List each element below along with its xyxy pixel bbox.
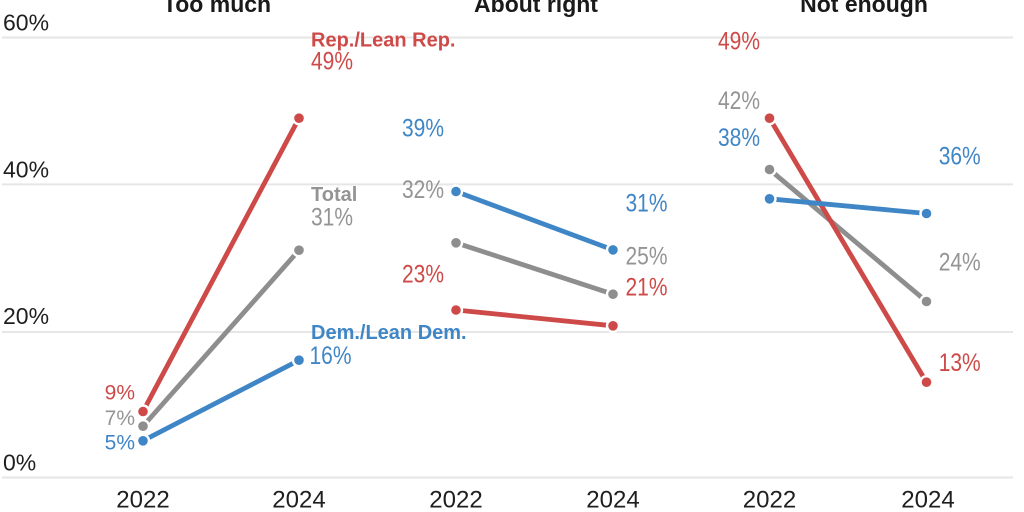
svg-text:Rep./Lean Rep.: Rep./Lean Rep. — [311, 29, 455, 51]
svg-text:40%: 40% — [3, 156, 49, 182]
svg-text:2024: 2024 — [272, 487, 325, 512]
svg-text:13%: 13% — [939, 348, 981, 376]
svg-text:Too much: Too much — [163, 0, 271, 17]
svg-text:24%: 24% — [939, 248, 981, 276]
svg-text:42%: 42% — [718, 86, 760, 114]
svg-text:0%: 0% — [3, 450, 36, 476]
svg-text:32%: 32% — [402, 175, 444, 203]
svg-text:9%: 9% — [105, 382, 135, 405]
svg-text:49%: 49% — [718, 27, 760, 55]
svg-text:Not enough: Not enough — [800, 0, 928, 17]
svg-text:36%: 36% — [939, 142, 981, 170]
svg-text:2022: 2022 — [429, 487, 482, 512]
svg-text:31%: 31% — [311, 203, 353, 231]
svg-text:49%: 49% — [311, 47, 353, 75]
svg-text:23%: 23% — [402, 260, 444, 288]
svg-text:39%: 39% — [402, 114, 444, 142]
svg-text:25%: 25% — [626, 242, 668, 270]
svg-text:Total: Total — [311, 184, 357, 206]
svg-text:2022: 2022 — [743, 487, 796, 512]
svg-text:16%: 16% — [310, 341, 352, 369]
svg-text:20%: 20% — [3, 303, 49, 329]
svg-text:Dem./Lean Dem.: Dem./Lean Dem. — [311, 322, 467, 344]
svg-text:60%: 60% — [3, 10, 49, 36]
svg-text:2024: 2024 — [586, 487, 639, 512]
svg-text:7%: 7% — [105, 407, 135, 430]
svg-text:2022: 2022 — [116, 487, 169, 512]
svg-text:21%: 21% — [626, 273, 668, 301]
svg-text:38%: 38% — [718, 123, 760, 151]
svg-text:About right: About right — [474, 0, 598, 17]
svg-text:5%: 5% — [105, 431, 135, 454]
svg-text:2024: 2024 — [901, 487, 954, 512]
svg-text:31%: 31% — [626, 189, 668, 217]
